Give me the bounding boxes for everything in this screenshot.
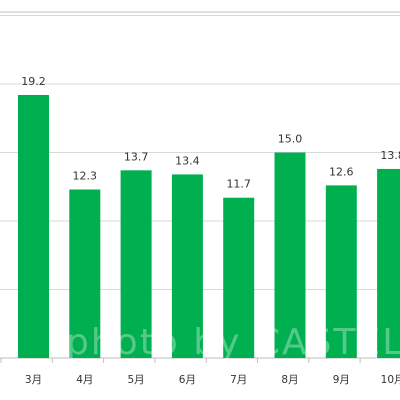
x-tick-label: 3月 [25, 374, 42, 386]
data-label: 12.6 [329, 165, 354, 178]
bar [69, 189, 101, 358]
x-tick-label: 7月 [230, 374, 247, 386]
data-label: 12.3 [73, 169, 98, 182]
data-label: 11.7 [226, 178, 251, 191]
bar [223, 197, 255, 358]
x-tick-label: 10月 [381, 374, 400, 386]
x-tick-label: 4月 [76, 374, 93, 386]
data-label: 13.7 [124, 150, 149, 163]
bar [274, 152, 306, 358]
x-tick-label: 9月 [333, 374, 350, 386]
bar [18, 94, 49, 359]
bar [325, 185, 357, 358]
data-label: 19.2 [21, 75, 46, 88]
data-label: 13.8 [380, 149, 400, 162]
bar [377, 168, 400, 358]
bar [120, 170, 152, 358]
bar [171, 174, 203, 358]
data-label: 13.4 [175, 154, 200, 167]
x-tick-label: 8月 [281, 374, 298, 386]
x-tick-label: 5月 [128, 374, 145, 386]
data-label: 15.0 [278, 133, 303, 146]
x-tick-label: 6月 [179, 374, 196, 386]
